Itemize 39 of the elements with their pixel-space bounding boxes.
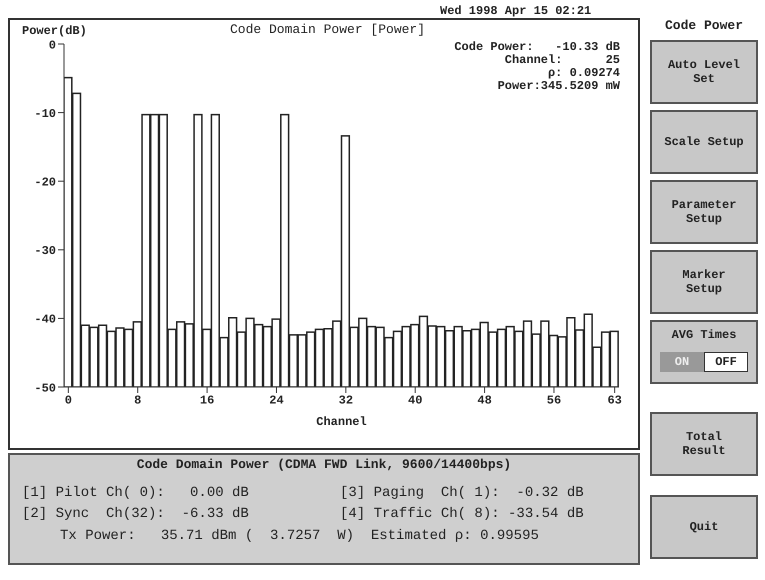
y-axis-title: Power(dB): [22, 24, 87, 38]
annotation: Power:345.5209 mW: [496, 79, 620, 93]
annotation: ρ: 0.09274: [546, 66, 620, 80]
x-tick-label: 24: [269, 394, 284, 408]
y-tick-label: 0: [48, 38, 56, 52]
y-tick-label: -20: [34, 175, 56, 190]
text: Scale Setup: [664, 135, 744, 149]
text: AVG Times: [670, 328, 738, 342]
text: Tx Power: 35.71 dBm ( 3.7257 W) Estimated ρ: 0.99595: [60, 528, 539, 544]
text: Auto Level Set: [666, 58, 741, 86]
text: [3] Paging Ch( 1): -0.32 dB: [340, 485, 584, 501]
text: Marker Setup: [681, 268, 727, 296]
text: Code Power: [664, 18, 744, 33]
y-tick-label: -50: [34, 381, 56, 396]
x-tick-label: 40: [408, 394, 422, 408]
text: [4] Traffic Ch( 8): -33.54 dB: [340, 506, 584, 522]
x-tick-label: 16: [200, 394, 214, 408]
text: Wed 1998 Apr 15 02:21: [440, 4, 592, 18]
annotation: Channel: 25: [504, 53, 620, 67]
chart-title: Code Domain Power [Power]: [230, 22, 426, 37]
text: Code Domain Power (CDMA FWD Link, 9600/14400bps): [136, 457, 512, 472]
x-tick-label: 63: [607, 394, 622, 408]
x-tick-label: 56: [546, 394, 562, 408]
text: [2] Sync Ch(32): -6.33 dB: [22, 506, 249, 522]
y-tick-label: -40: [34, 312, 56, 327]
text: Parameter Setup: [670, 198, 738, 226]
text: Total Result: [681, 430, 727, 458]
annotation: Code Power: -10.33 dB: [453, 40, 620, 54]
x-tick-label: 48: [477, 394, 492, 408]
text: ON: [660, 352, 704, 372]
text: [1] Pilot Ch( 0): 0.00 dB: [22, 485, 249, 501]
y-tick-label: -10: [34, 106, 56, 121]
y-tick-label: -30: [34, 244, 56, 258]
x-tick-label: 0: [64, 394, 72, 408]
text: OFF: [704, 352, 748, 372]
x-tick-label: 32: [338, 394, 354, 408]
text: Quit: [688, 520, 720, 534]
x-tick-label: 8: [134, 394, 142, 408]
x-axis-title: Channel: [316, 415, 367, 429]
